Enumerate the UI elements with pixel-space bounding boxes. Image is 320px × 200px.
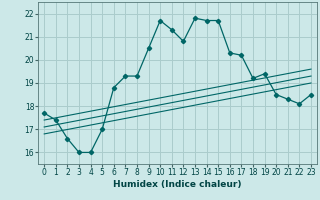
X-axis label: Humidex (Indice chaleur): Humidex (Indice chaleur) (113, 180, 242, 189)
